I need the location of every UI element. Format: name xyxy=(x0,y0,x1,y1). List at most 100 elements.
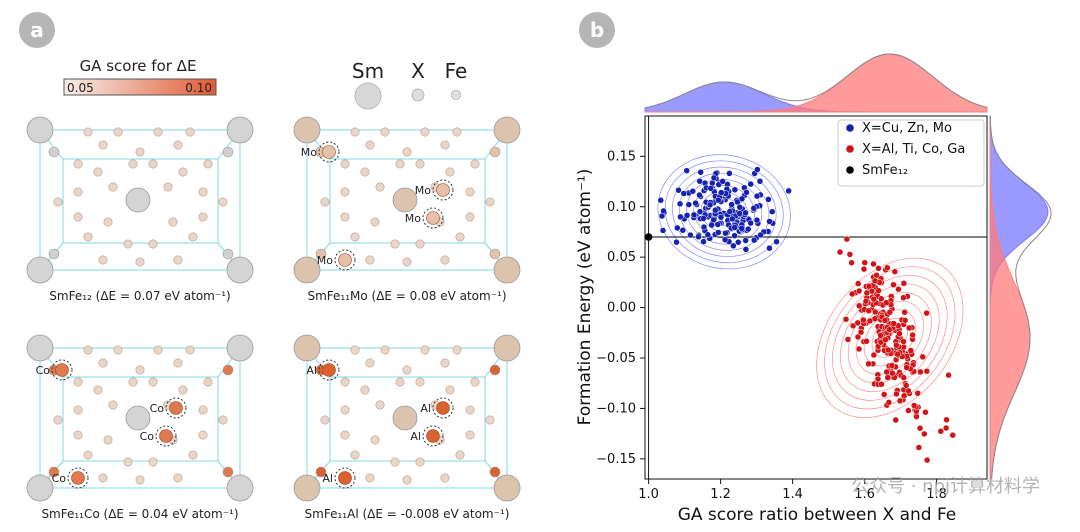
colorbar xyxy=(63,78,217,96)
fe-atom xyxy=(103,217,113,227)
data-point xyxy=(889,369,896,377)
fe-atom xyxy=(148,159,158,169)
legend-marker xyxy=(846,124,854,132)
right-marginal-kde xyxy=(989,115,1052,480)
fe-atom xyxy=(440,358,450,368)
sm-atom xyxy=(26,474,54,502)
data-point xyxy=(695,233,702,241)
x-dopant-atom xyxy=(338,471,352,485)
fe-atom xyxy=(73,377,83,387)
fe-atom xyxy=(380,127,390,137)
data-point xyxy=(900,280,908,287)
axes: 1.0 1.2 1.4 1.6 1.8 0.15 0.10 0.05 0.00 −0.05 −0.1… xyxy=(596,149,947,502)
x-dopant-label: Co xyxy=(140,430,155,443)
panel-a-badge-label: a xyxy=(30,18,44,42)
fe-atom xyxy=(485,197,495,207)
data-point xyxy=(738,225,745,232)
data-point xyxy=(900,392,908,400)
sm-atom xyxy=(125,187,151,213)
x-site-marker xyxy=(318,359,340,381)
x-site-atom xyxy=(48,466,60,478)
data-point xyxy=(865,307,872,315)
data-point xyxy=(880,391,888,398)
legend-entry: SmFe₁₂ xyxy=(862,163,908,178)
data-point xyxy=(901,309,908,316)
sm-atom xyxy=(493,334,521,362)
x-dopant-label: Al xyxy=(306,364,317,377)
fe-atom xyxy=(98,473,108,483)
data-point xyxy=(900,374,908,381)
sm-atom xyxy=(392,187,418,213)
colorbar-max-label: 0.10 xyxy=(185,81,212,95)
panel-a: a GA score for ΔE 0.05 0.10 Sm X Fe SmFe… xyxy=(19,12,521,521)
fe-atom xyxy=(103,435,113,445)
fe-atom xyxy=(148,457,158,467)
data-point xyxy=(855,345,863,353)
fe-atom xyxy=(203,159,213,169)
data-point xyxy=(907,347,915,354)
data-point xyxy=(875,265,882,272)
x-site-marker xyxy=(165,397,187,419)
data-point xyxy=(750,236,758,244)
fe-atom xyxy=(340,212,350,222)
data-point xyxy=(697,168,704,176)
data-point xyxy=(747,180,754,188)
fe-atom xyxy=(135,365,145,375)
data-point xyxy=(923,456,931,464)
crystal-cell: Mo Mo Mo Mo SmFe₁₁Mo (ΔE = 0.08 eV atom⁻¹) xyxy=(293,116,521,303)
data-point xyxy=(674,224,681,232)
data-point xyxy=(905,387,912,395)
legend-marker xyxy=(846,145,854,153)
fe-atom xyxy=(402,475,412,485)
data-point xyxy=(893,390,900,398)
sm-atom xyxy=(493,256,521,284)
fe-atom xyxy=(163,182,173,192)
fe-atom xyxy=(108,400,118,410)
data-point xyxy=(685,201,693,208)
data-point xyxy=(890,281,897,289)
fe-atom xyxy=(198,212,208,222)
fe-atom xyxy=(83,345,93,355)
y-axis-label: Formation Energy (eV atom⁻¹) xyxy=(575,169,595,426)
data-point xyxy=(896,397,904,405)
data-point xyxy=(700,223,708,231)
fe-atom xyxy=(173,473,183,483)
data-point xyxy=(861,259,869,266)
fe-atom xyxy=(395,159,405,169)
x-site-marker xyxy=(155,425,177,447)
data-point xyxy=(900,338,907,345)
fe-atom xyxy=(135,475,145,485)
fe-atom xyxy=(375,182,385,192)
panel-b-badge-label: b xyxy=(590,18,604,42)
fe-atom xyxy=(93,385,103,395)
data-point xyxy=(718,189,725,196)
fe-atom xyxy=(73,430,83,440)
data-point xyxy=(903,364,910,371)
x-dopant-label: Mo xyxy=(405,212,421,225)
legend-fe-label: Fe xyxy=(445,59,468,83)
x-tick-label: 1.2 xyxy=(710,487,731,502)
cell-caption: SmFe₁₂ (ΔE = 0.07 eV atom⁻¹) xyxy=(49,289,230,303)
fe-atom xyxy=(83,232,93,242)
x-site-marker xyxy=(334,249,356,271)
sm-atom xyxy=(125,405,151,431)
x-dopant-atom xyxy=(322,145,336,159)
fe-atom xyxy=(365,140,375,150)
fe-atom xyxy=(113,345,123,355)
fe-atom xyxy=(415,377,425,387)
legend-fe-atom xyxy=(451,90,461,100)
data-point xyxy=(753,216,761,224)
data-point xyxy=(863,289,871,297)
data-point xyxy=(945,371,952,379)
cell-caption: SmFe₁₁Mo (ΔE = 0.08 eV atom⁻¹) xyxy=(307,289,506,303)
data-point xyxy=(910,402,918,409)
data-point xyxy=(919,353,926,361)
data-point xyxy=(712,206,719,214)
x-dopant-label: Mo xyxy=(317,254,333,267)
x-dopant-label: Mo xyxy=(415,184,431,197)
fe-atom xyxy=(178,385,188,395)
data-point xyxy=(765,196,772,203)
fe-atom xyxy=(365,473,375,483)
fe-atom xyxy=(340,159,350,169)
fe-atom xyxy=(188,232,198,242)
